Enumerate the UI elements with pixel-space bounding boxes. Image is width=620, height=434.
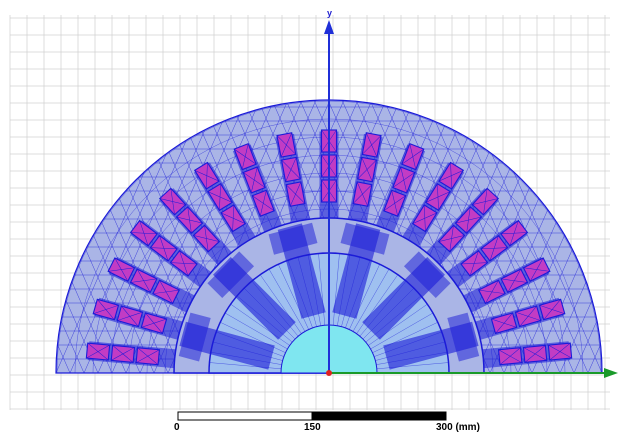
scale-bar-white-segment bbox=[177, 411, 313, 421]
motor-cross-section-model[interactable] bbox=[0, 99, 620, 379]
coil-mesh bbox=[159, 188, 186, 215]
rotor-pole-shoe bbox=[447, 312, 480, 362]
stator-slot bbox=[346, 132, 383, 229]
scale-bar-label-300-mm: 300 (mm) bbox=[436, 422, 480, 433]
coil-mesh bbox=[276, 132, 296, 158]
coil-mesh bbox=[352, 181, 373, 207]
scale-bar bbox=[177, 411, 447, 421]
coil-mesh bbox=[176, 206, 203, 234]
stator-slot bbox=[373, 142, 426, 238]
rotor-pole-shoe bbox=[340, 222, 390, 255]
coil-mesh bbox=[501, 268, 528, 293]
coil-mesh bbox=[86, 342, 110, 361]
coil-mesh bbox=[281, 157, 301, 182]
stator-slot bbox=[422, 187, 500, 270]
rotor-pole-shoe bbox=[268, 222, 318, 255]
stator-slot bbox=[441, 219, 529, 292]
coil-mesh bbox=[523, 345, 547, 363]
coil-mesh bbox=[111, 345, 135, 363]
coil-mesh bbox=[152, 280, 180, 304]
coil-mesh bbox=[498, 347, 522, 365]
coil-mesh bbox=[357, 157, 377, 182]
coordinate-axes bbox=[324, 20, 618, 378]
coil-mesh bbox=[243, 166, 266, 194]
coil-mesh bbox=[136, 347, 160, 365]
rotor-pole-shoe bbox=[207, 251, 255, 299]
rotor-pole-shoe bbox=[178, 312, 211, 362]
stator-slot bbox=[85, 341, 183, 369]
coil-mesh bbox=[438, 162, 464, 190]
stator-slot bbox=[92, 297, 189, 342]
stator-slot bbox=[129, 219, 217, 292]
coil-mesh bbox=[207, 183, 233, 211]
coil-mesh bbox=[472, 188, 499, 215]
coil-mesh bbox=[523, 257, 550, 282]
coil-mesh bbox=[455, 206, 482, 234]
coil-mesh bbox=[220, 204, 246, 232]
origin-marker bbox=[326, 370, 332, 376]
coil-mesh bbox=[478, 280, 506, 304]
coil-mesh bbox=[93, 299, 119, 320]
stator-slot bbox=[193, 161, 259, 252]
coil-mesh bbox=[460, 250, 488, 277]
y-axis-label: y bbox=[327, 8, 333, 18]
coil-mesh bbox=[480, 235, 508, 261]
stator-slot bbox=[232, 142, 285, 238]
coil-mesh bbox=[130, 220, 158, 246]
x-axis-arrow-icon bbox=[604, 368, 618, 378]
coil-mesh bbox=[515, 305, 541, 327]
coil-mesh bbox=[194, 162, 220, 190]
y-axis-arrow-icon bbox=[324, 20, 334, 34]
coil-mesh bbox=[141, 312, 167, 334]
scale-bar-black-segment bbox=[311, 411, 447, 421]
coil-mesh bbox=[383, 190, 406, 217]
coil-mesh bbox=[539, 299, 565, 320]
coil-mesh bbox=[150, 235, 178, 261]
coil-mesh bbox=[193, 225, 220, 252]
coil-mesh bbox=[425, 183, 451, 211]
coil-mesh bbox=[170, 250, 198, 277]
stator-slots bbox=[85, 129, 573, 369]
coil-mesh bbox=[362, 132, 382, 158]
coil-mesh bbox=[548, 342, 572, 361]
coil-mesh bbox=[130, 268, 157, 293]
coil-mesh bbox=[392, 166, 415, 194]
coil-mesh bbox=[117, 305, 143, 327]
coil-mesh bbox=[401, 143, 424, 170]
stator-slot bbox=[399, 161, 465, 252]
coil-mesh bbox=[500, 220, 528, 246]
coil-mesh bbox=[108, 257, 135, 282]
coil-mesh bbox=[438, 225, 465, 252]
coil-mesh bbox=[252, 190, 275, 217]
stator-slot bbox=[158, 187, 236, 270]
stator-slot bbox=[275, 132, 312, 229]
coil-mesh bbox=[491, 312, 517, 334]
scale-bar-label-0: 0 bbox=[174, 422, 180, 433]
coil-mesh bbox=[285, 181, 306, 207]
stator-slot bbox=[457, 256, 551, 316]
rotor-pole-shoe bbox=[403, 251, 451, 299]
coil-mesh bbox=[412, 204, 438, 232]
coil-mesh bbox=[234, 143, 257, 170]
scale-bar-label-150: 150 bbox=[304, 422, 321, 433]
